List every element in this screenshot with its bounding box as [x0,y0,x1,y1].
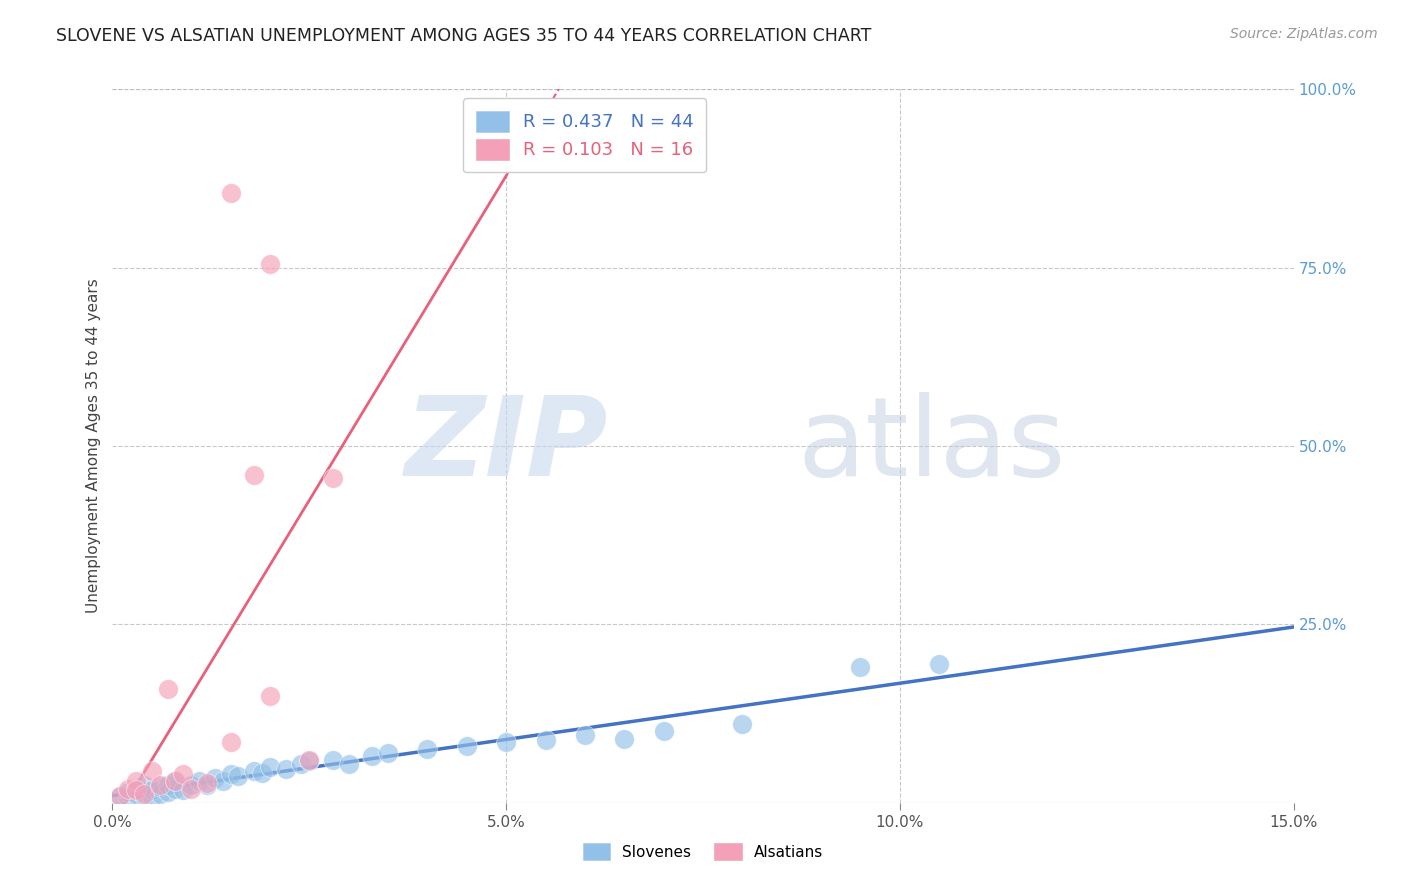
Point [180,778,202,792]
Point [322,753,344,767]
Text: atlas: atlas [797,392,1066,500]
Point [165,774,187,789]
Point [141,790,163,805]
Point [259,257,281,271]
Point [132,778,155,792]
Point [243,764,266,778]
Point [188,774,211,789]
Point [110,789,132,803]
Point [165,781,187,796]
Point [243,467,266,482]
Point [337,756,360,771]
Point [219,767,242,781]
Point [250,765,273,780]
Y-axis label: Unemployment Among Ages 35 to 44 years: Unemployment Among Ages 35 to 44 years [86,278,101,614]
Point [156,785,179,799]
Point [149,778,172,792]
Point [259,689,281,703]
Point [219,735,242,749]
Point [416,742,439,756]
Text: Source: ZipAtlas.com: Source: ZipAtlas.com [1230,27,1378,41]
Legend: Slovenes, Alsatians: Slovenes, Alsatians [576,837,830,866]
Point [141,764,163,778]
Point [456,739,478,753]
Point [211,774,233,789]
Point [652,724,675,739]
Point [574,728,596,742]
Point [156,778,179,792]
Point [141,783,163,797]
Point [165,774,187,789]
Point [125,774,148,789]
Point [172,767,194,781]
Point [219,186,242,200]
Point [298,755,321,769]
Text: SLOVENE VS ALSATIAN UNEMPLOYMENT AMONG AGES 35 TO 44 YEARS CORRELATION CHART: SLOVENE VS ALSATIAN UNEMPLOYMENT AMONG A… [56,27,872,45]
Point [534,733,557,747]
Point [117,785,139,799]
Point [298,753,321,767]
Point [125,783,148,797]
Point [361,749,384,764]
Point [149,787,172,801]
Text: ZIP: ZIP [405,392,609,500]
Point [117,781,139,796]
Point [204,771,226,785]
Point [613,731,636,746]
Point [125,781,148,796]
Point [195,776,218,790]
Point [259,760,281,774]
Point [149,780,172,794]
Point [849,660,872,674]
Point [132,789,155,803]
Point [274,762,297,776]
Point [731,717,754,731]
Point [125,787,148,801]
Point [195,778,218,792]
Point [110,789,132,803]
Point [156,681,179,696]
Point [132,785,155,799]
Point [228,769,250,783]
Point [377,746,399,760]
Point [928,657,950,671]
Point [290,756,312,771]
Point [132,787,155,801]
Point [172,783,194,797]
Point [322,471,344,485]
Point [180,781,202,796]
Point [117,790,139,805]
Point [495,735,517,749]
